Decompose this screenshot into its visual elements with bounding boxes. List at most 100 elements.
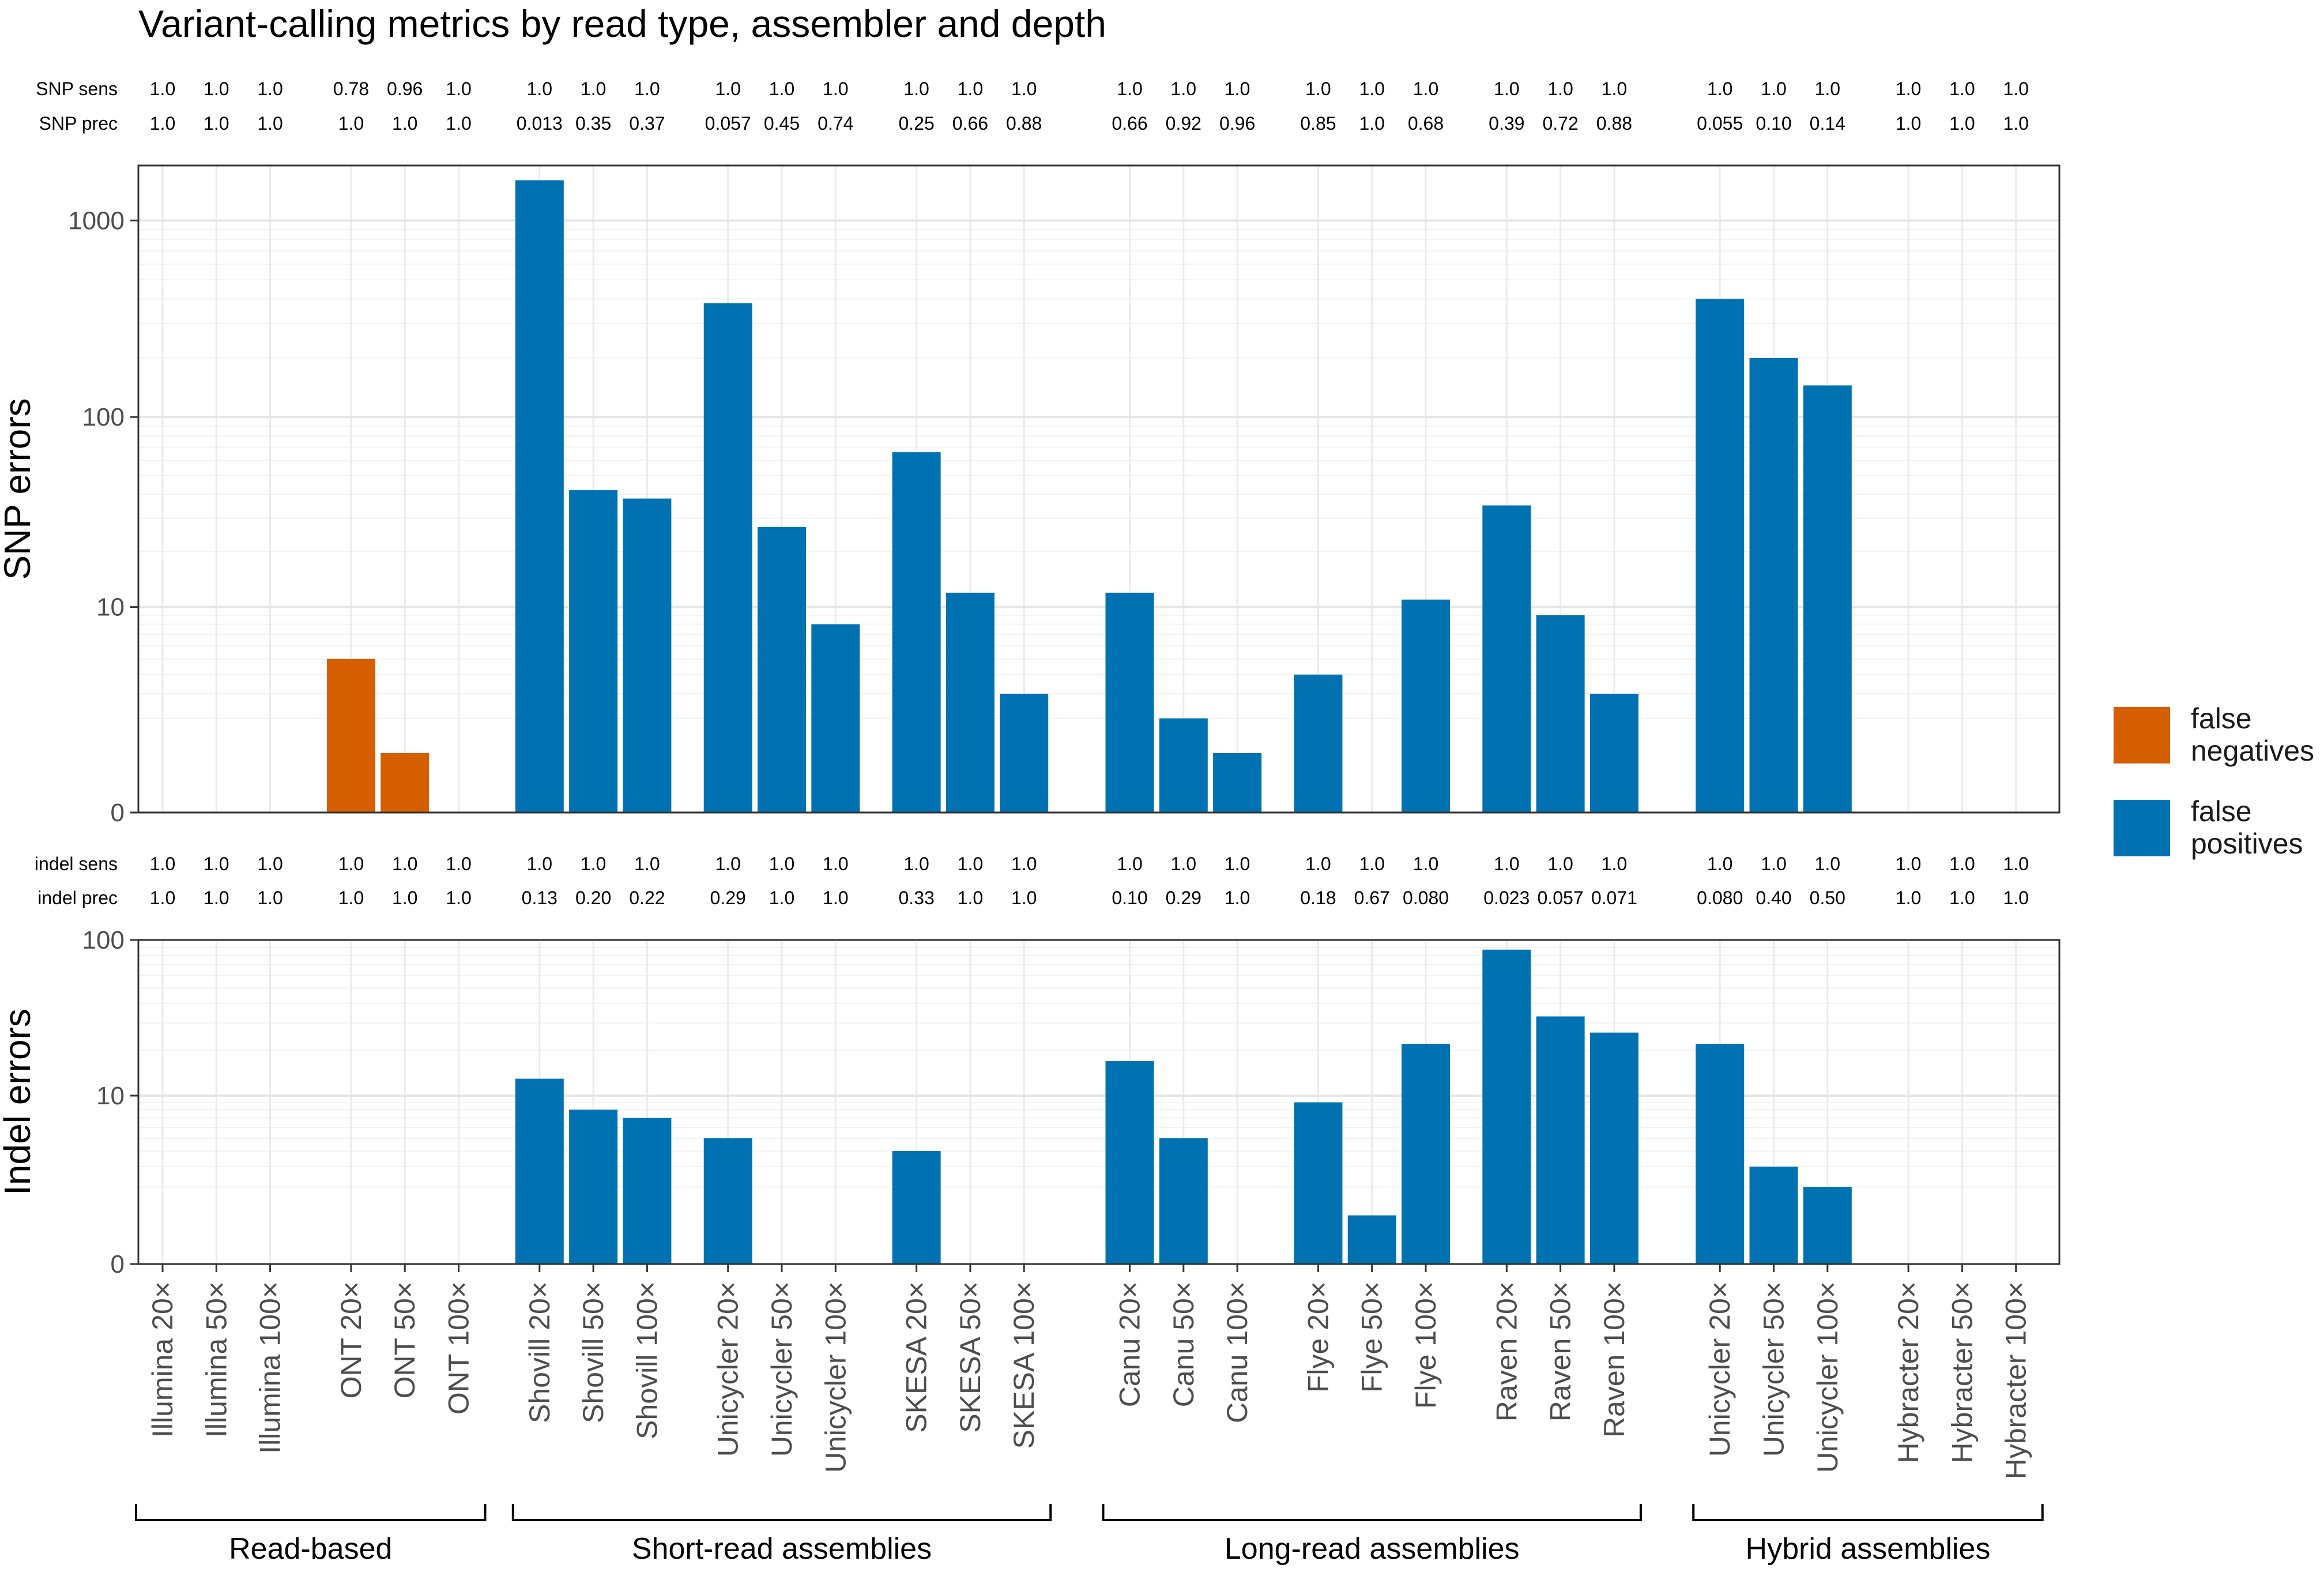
bar-false-positives: [1803, 385, 1852, 813]
metric-value: 1.0: [634, 853, 660, 874]
metric-value: 1.0: [1896, 887, 1921, 908]
bar-false-positives: [892, 1151, 941, 1264]
bar-false-positives: [1482, 949, 1531, 1264]
metric-value: 0.96: [1219, 113, 1255, 134]
y-tick-label: 1000: [68, 206, 125, 235]
x-tick-label: Unicycler 100×: [819, 1281, 852, 1473]
metric-value: 1.0: [2003, 887, 2028, 908]
group-bracket: [511, 1504, 1052, 1521]
metric-value: 1.0: [2003, 113, 2028, 134]
metric-value: 1.0: [1602, 853, 1627, 874]
x-tick-label: Canu 20×: [1114, 1281, 1146, 1407]
bar-false-positives: [1000, 693, 1049, 813]
metric-value: 0.33: [898, 887, 934, 908]
metric-value: 1.0: [2003, 78, 2028, 99]
metric-value: 1.0: [823, 78, 848, 99]
metric-value: 1.0: [823, 853, 848, 874]
metric-value: 1.0: [1305, 853, 1331, 874]
metric-value: 1.0: [1225, 887, 1250, 908]
metric-value: 0.67: [1354, 887, 1390, 908]
metric-value: 1.0: [1011, 887, 1037, 908]
metric-value: 1.0: [958, 887, 983, 908]
y-tick-label: 0: [111, 1250, 125, 1278]
metric-value: 1.0: [204, 113, 229, 134]
metric-value: 1.0: [581, 78, 606, 99]
x-tick-label: Illumina 50×: [200, 1281, 232, 1438]
metric-value: 1.0: [204, 853, 229, 874]
metric-value: 0.080: [1697, 887, 1743, 908]
metric-value: 1.0: [527, 853, 552, 874]
x-tick-label: Raven 100×: [1598, 1281, 1630, 1438]
x-tick-label: Shovill 50×: [577, 1281, 609, 1423]
panel-border: [137, 164, 2061, 814]
metric-value: 1.0: [1949, 113, 1975, 134]
bar-false-positives: [1105, 1061, 1154, 1264]
snp-metrics-table: SNP sens 1.0 1.0 1.0 0.78 0.96 1.0 1.0 1.0 1.0 1.0…: [36, 78, 2029, 134]
metric-row-label: SNP prec: [39, 113, 118, 134]
legend-key: [2114, 800, 2170, 856]
x-tick-label: Canu 100×: [1221, 1281, 1253, 1423]
metric-value: 0.88: [1596, 113, 1632, 134]
metric-value: 1.0: [1413, 853, 1438, 874]
x-tick-label: Flye 50×: [1356, 1281, 1388, 1393]
bar-false-positives: [1536, 1016, 1585, 1264]
legend-key: [2114, 707, 2170, 763]
bar-false-positives: [1696, 299, 1745, 813]
metric-value: 1.0: [769, 853, 794, 874]
bar-false-positives: [1294, 674, 1343, 813]
group-label: Long-read assemblies: [1225, 1532, 1520, 1566]
x-tick-label: Hybracter 100×: [2000, 1281, 2032, 1479]
metric-value: 1.0: [1359, 113, 1384, 134]
metric-value: 1.0: [1949, 887, 1975, 908]
metric-value: 1.0: [150, 887, 175, 908]
bar-false-positives: [515, 1078, 564, 1264]
metric-value: 1.0: [1707, 78, 1732, 99]
bar-false-positives: [1105, 592, 1154, 813]
metric-value: 1.0: [1761, 853, 1786, 874]
bar-false-positives: [1589, 693, 1639, 813]
x-tick-label: SKESA 100×: [1008, 1281, 1040, 1449]
x-tick-label: Flye 100×: [1410, 1281, 1442, 1409]
metric-value: 0.25: [898, 113, 934, 134]
metric-value: 1.0: [204, 887, 229, 908]
bar-false-positives: [1482, 505, 1531, 813]
x-axis: Illumina 20× Illumina 50× Illumina 100× ONT…: [146, 1264, 2032, 1479]
metric-value: 1.0: [338, 113, 364, 134]
metric-value: 0.013: [517, 113, 563, 134]
bar-false-positives: [1402, 599, 1450, 813]
metric-value: 0.92: [1166, 113, 1201, 134]
metric-value: 1.0: [150, 113, 175, 134]
metric-value: 1.0: [150, 78, 175, 99]
metric-value: 1.0: [257, 853, 283, 874]
metric-value: 0.66: [1112, 113, 1147, 134]
y-axis-title: Indel errors: [0, 1009, 38, 1195]
metric-value: 0.22: [629, 887, 665, 908]
bar-false-positives: [1536, 615, 1585, 813]
metric-value: 1.0: [1494, 853, 1519, 874]
y-axis-title: SNP errors: [0, 398, 38, 580]
metric-value: 1.0: [1949, 78, 1975, 99]
metric-value: 1.0: [257, 887, 283, 908]
metric-value: 0.39: [1489, 113, 1524, 134]
metric-value: 1.0: [903, 853, 929, 874]
metric-row-label: SNP sens: [36, 78, 118, 99]
bar-false-positives: [1749, 358, 1798, 813]
x-tick-label: Unicycler 50×: [766, 1281, 798, 1457]
metric-value: 0.78: [333, 78, 369, 99]
metric-value: 0.72: [1542, 113, 1578, 134]
x-tick-label: Illumina 20×: [146, 1281, 179, 1438]
x-tick-label: SKESA 20×: [901, 1281, 933, 1433]
metric-value: 1.0: [769, 887, 794, 908]
x-tick-label: Shovill 20×: [523, 1281, 556, 1423]
metric-value: 1.0: [338, 853, 364, 874]
y-tick-label: 10: [96, 593, 125, 622]
metric-value: 1.0: [581, 853, 606, 874]
metric-row-label: indel prec: [37, 887, 118, 908]
metric-value: 1.0: [1896, 113, 1921, 134]
bar-false-negatives: [326, 659, 375, 813]
metric-value: 0.071: [1591, 887, 1637, 908]
metric-value: 0.10: [1756, 113, 1791, 134]
metric-value: 0.66: [952, 113, 988, 134]
bar-false-positives: [1294, 1102, 1343, 1264]
